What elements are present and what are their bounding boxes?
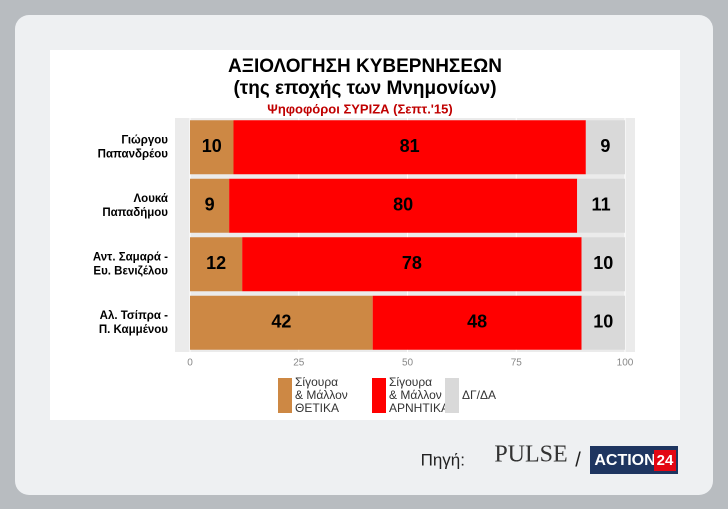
- data-label: 80: [393, 195, 413, 215]
- data-label: 10: [593, 253, 613, 273]
- x-tick-label: 100: [617, 358, 634, 369]
- bar-segment: [229, 178, 578, 233]
- bar-segment: [581, 295, 625, 350]
- chart-title: ΑΞΙΟΛΟΓΗΣΗ ΚΥΒΕΡΝΗΣΕΩΝ: [228, 56, 502, 77]
- x-tick-label: 50: [402, 358, 414, 369]
- legend-swatch: [372, 378, 386, 413]
- data-label: 9: [205, 195, 215, 215]
- bar-segment: [190, 120, 234, 175]
- legend-swatch: [278, 378, 292, 413]
- legend-label: & Μάλλον: [295, 388, 348, 402]
- x-tick-label: 75: [511, 358, 523, 369]
- y-tick-label: Λουκά: [134, 193, 169, 205]
- y-tick-label: Π. Καμμένου: [99, 324, 168, 336]
- x-tick-label: 0: [187, 358, 193, 369]
- data-label: 78: [402, 253, 422, 273]
- logo-24: 24: [657, 452, 674, 469]
- data-label: 11: [592, 195, 611, 215]
- y-tick-label: Ευ. Βενιζέλου: [93, 265, 168, 277]
- legend-swatch: [445, 378, 459, 413]
- y-tick-label: Αντ. Σαμαρά -: [93, 251, 168, 263]
- bar-segment: [190, 295, 373, 350]
- y-tick-label: Παπανδρέου: [98, 148, 169, 160]
- chart-subtitle: Ψηφοφόροι ΣΥΡΙΖΑ (Σεπτ.'15): [267, 101, 452, 116]
- bar-segment: [242, 237, 582, 292]
- data-label: 10: [202, 136, 222, 156]
- logo-action: ACTION: [594, 452, 655, 469]
- data-label: 12: [206, 253, 226, 273]
- data-label: 10: [593, 312, 613, 332]
- legend-label: ΑΡΝΗΤΙΚΑ: [389, 401, 449, 415]
- bar-segment: [577, 178, 625, 233]
- bar-segment: [585, 120, 625, 175]
- data-label: 48: [467, 312, 487, 332]
- bar-segment: [190, 178, 230, 233]
- legend-label: Σίγουρα: [295, 375, 338, 389]
- bar-segment: [233, 120, 586, 175]
- y-tick-label: Γιώργου: [121, 134, 168, 146]
- logo-24-box: [654, 450, 676, 471]
- data-label: 42: [271, 312, 291, 332]
- source-label: Πηγή:: [421, 450, 465, 469]
- legend-label: ΔΓ/ΔΑ: [462, 388, 496, 402]
- legend-label: & Μάλλον: [389, 388, 442, 402]
- x-tick-label: 25: [293, 358, 305, 369]
- y-tick-label: Παπαδήμου: [102, 207, 168, 219]
- y-tick-label: Αλ. Τσίπρα -: [100, 310, 169, 322]
- chart-title: (της εποχής των Μνημονίων): [233, 78, 496, 99]
- bar-segment: [372, 295, 582, 350]
- bar-segment: [581, 237, 625, 292]
- legend-label: Σίγουρα: [389, 375, 432, 389]
- bar-segment: [190, 237, 243, 292]
- legend-label: ΘΕΤΙΚΑ: [295, 401, 339, 415]
- logo-pulse: PULSE: [494, 442, 567, 468]
- source-separator: /: [575, 449, 581, 471]
- data-label: 9: [600, 136, 610, 156]
- data-label: 81: [400, 136, 420, 156]
